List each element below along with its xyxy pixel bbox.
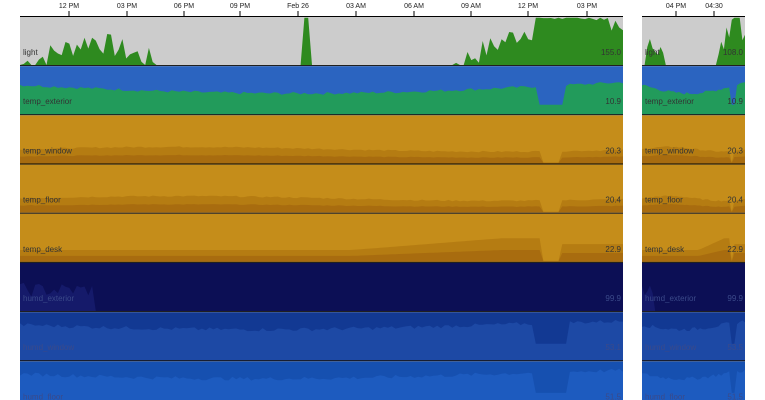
area-band — [20, 154, 623, 164]
tick-label: 12 PM — [59, 3, 79, 10]
series-value: 99.9 — [605, 294, 621, 303]
row-temp_window: temp_window 20.3 — [642, 115, 745, 165]
tick-label: 12 PM — [518, 3, 538, 10]
tick-label: 09 PM — [230, 3, 250, 10]
row-background — [20, 263, 623, 311]
row-humd_floor: humd_floor 51.5 — [20, 361, 623, 400]
series-value: 20.3 — [727, 146, 743, 155]
series-label: light — [645, 48, 660, 57]
series-label: humd_floor — [645, 392, 685, 400]
series-value: 155.0 — [601, 48, 622, 57]
area-series — [20, 320, 623, 361]
series-value: 10.9 — [727, 97, 743, 106]
tick-label: 09 AM — [461, 3, 481, 10]
area-band — [642, 154, 745, 164]
tick-label: 03 PM — [117, 3, 137, 10]
series-value: 51.5 — [727, 392, 743, 400]
area-band — [642, 204, 745, 213]
tick-label: 06 AM — [404, 3, 424, 10]
tick-label: 03 PM — [577, 3, 597, 10]
rows-detail-panel: light 108.0 temp_exterior 10.9 temp_window 20… — [642, 17, 745, 400]
series-label: humd_exterior — [23, 294, 74, 303]
series-label: temp_floor — [23, 196, 61, 205]
area-series — [642, 82, 745, 115]
area-series — [642, 369, 745, 400]
series-label: temp_desk — [645, 245, 685, 254]
area-band — [642, 250, 745, 262]
row-temp_desk: temp_desk 22.9 — [642, 213, 745, 263]
tick-label: 04:30 — [705, 3, 723, 10]
area-band — [20, 204, 623, 213]
area-series — [642, 17, 745, 65]
tick-label: 04 PM — [666, 3, 686, 10]
series-value: 51.5 — [605, 392, 621, 400]
row-temp_floor: temp_floor 20.4 — [642, 164, 745, 214]
row-humd_exterior: humd_exterior 99.9 — [20, 263, 623, 313]
area-series — [20, 82, 623, 115]
series-value: 53.5 — [727, 343, 743, 352]
tick-label: 06 PM — [174, 3, 194, 10]
row-temp_desk: temp_desk 22.9 — [20, 213, 623, 263]
series-value: 20.3 — [605, 146, 621, 155]
area-series — [20, 282, 623, 311]
series-value: 22.9 — [727, 245, 743, 254]
area-series — [642, 320, 745, 361]
series-label: temp_window — [23, 146, 72, 155]
tick-label: Feb 26 — [287, 3, 309, 10]
area-band — [20, 250, 623, 262]
row-light: light 155.0 — [20, 17, 623, 67]
tick-label: 03 AM — [346, 3, 366, 10]
series-value: 53.1 — [605, 343, 621, 352]
row-temp_window: temp_window 20.3 — [20, 115, 623, 165]
area-series — [20, 368, 623, 400]
rows-main-panel: light 155.0 temp_exterior 10.9 temp_window 20… — [20, 17, 623, 400]
series-label: humd_exterior — [645, 294, 696, 303]
row-humd_window: humd_window 53.5 — [642, 312, 745, 362]
series-label: temp_exterior — [645, 97, 694, 106]
series-label: light — [23, 48, 38, 57]
series-label: temp_exterior — [23, 97, 72, 106]
row-humd_floor: humd_floor 51.5 — [642, 361, 745, 400]
x-axis-main: 12 PM 03 PM 06 PM 09 PM Feb 26 03 AM 06 AM 09 A… — [20, 3, 623, 17]
area-series — [20, 17, 623, 65]
series-value: 20.4 — [605, 196, 621, 205]
row-humd_exterior: humd_exterior 99.9 — [642, 263, 745, 313]
series-label: temp_desk — [23, 245, 63, 254]
series-value: 99.9 — [727, 294, 743, 303]
area-series — [642, 285, 745, 311]
row-temp_exterior: temp_exterior 10.9 — [20, 66, 623, 116]
row-temp_exterior: temp_exterior 10.9 — [642, 66, 745, 116]
series-label: humd_window — [645, 343, 696, 352]
row-light: light 108.0 — [642, 17, 745, 67]
series-value: 10.9 — [605, 97, 621, 106]
series-label: temp_window — [645, 146, 694, 155]
row-temp_floor: temp_floor 20.4 — [20, 164, 623, 214]
series-value: 108.0 — [723, 48, 744, 57]
row-humd_window: humd_window 53.1 — [20, 312, 623, 362]
x-axis-detail: 04 PM 04:30 — [642, 3, 745, 17]
series-label: humd_window — [23, 343, 74, 352]
series-value: 20.4 — [727, 196, 743, 205]
series-label: temp_floor — [645, 196, 683, 205]
series-value: 22.9 — [605, 245, 621, 254]
row-background — [642, 263, 745, 311]
series-label: humd_floor — [23, 392, 63, 400]
